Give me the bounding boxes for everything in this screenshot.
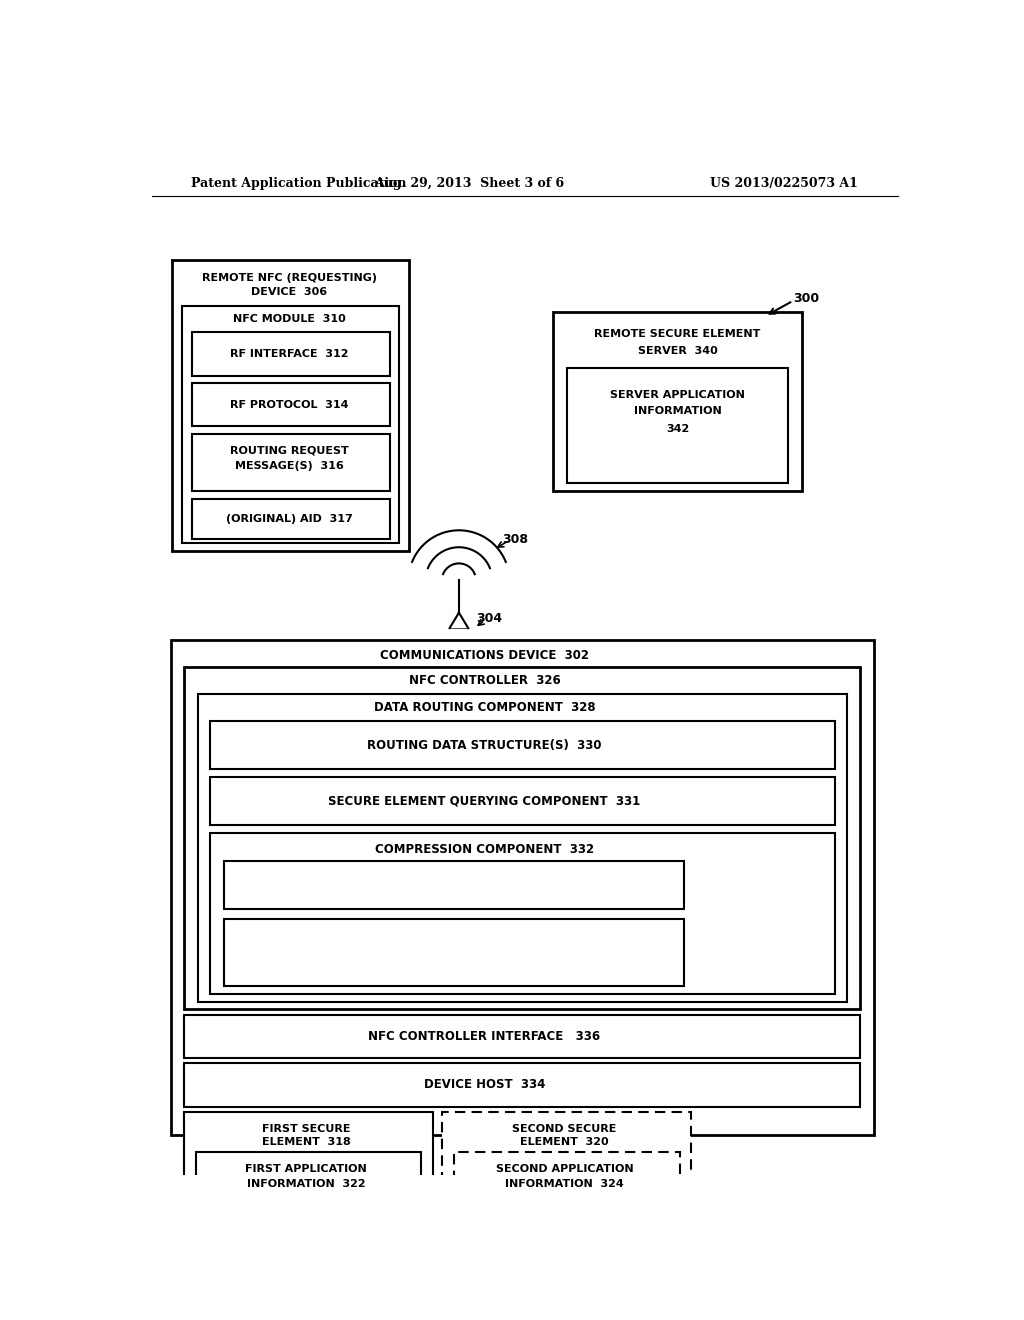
FancyBboxPatch shape (553, 313, 802, 491)
FancyBboxPatch shape (183, 1111, 432, 1204)
Text: ROUTING DATA STRUCTURE(S)  330: ROUTING DATA STRUCTURE(S) 330 (368, 739, 602, 751)
Text: DEVICE  306: DEVICE 306 (251, 288, 328, 297)
FancyBboxPatch shape (198, 693, 847, 1002)
Text: SERVER APPLICATION: SERVER APPLICATION (610, 389, 744, 400)
Text: NFC CONTROLLER  326: NFC CONTROLLER 326 (409, 675, 560, 686)
Text: COMPRESSION COMPONENT  332: COMPRESSION COMPONENT 332 (375, 842, 594, 855)
Text: NFC CONTROLLER INTERFACE   336: NFC CONTROLLER INTERFACE 336 (369, 1030, 600, 1043)
Text: REMOTE NFC (REQUESTING): REMOTE NFC (REQUESTING) (202, 273, 377, 282)
FancyBboxPatch shape (210, 833, 835, 994)
Text: INFORMATION: INFORMATION (634, 407, 721, 416)
Text: COMMUNICATIONS DEVICE  302: COMMUNICATIONS DEVICE 302 (380, 648, 589, 661)
FancyBboxPatch shape (172, 260, 409, 552)
Text: SERVER  340: SERVER 340 (638, 346, 718, 356)
FancyBboxPatch shape (191, 499, 390, 539)
Text: RF PROTOCOL  314: RF PROTOCOL 314 (230, 400, 348, 409)
Text: SECOND APPLICATION: SECOND APPLICATION (496, 1164, 633, 1173)
Text: FIRST SECURE: FIRST SECURE (262, 1123, 350, 1134)
Text: RF INTERFACE  312: RF INTERFACE 312 (230, 348, 348, 359)
FancyBboxPatch shape (191, 434, 390, 491)
FancyBboxPatch shape (210, 776, 835, 825)
Text: MESSAGE(S)  316: MESSAGE(S) 316 (234, 462, 344, 471)
FancyBboxPatch shape (224, 861, 684, 909)
Text: 304: 304 (476, 612, 502, 626)
Text: ELEMENT  320: ELEMENT 320 (520, 1138, 608, 1147)
Text: US 2013/0225073 A1: US 2013/0225073 A1 (711, 177, 858, 190)
Text: DEVICE HOST  334: DEVICE HOST 334 (424, 1078, 545, 1092)
FancyBboxPatch shape (210, 721, 835, 770)
FancyBboxPatch shape (191, 383, 390, 426)
FancyBboxPatch shape (454, 1151, 680, 1199)
Text: ELEMENT  318: ELEMENT 318 (262, 1138, 350, 1147)
Text: SECURE ELEMENT QUERYING COMPONENT  331: SECURE ELEMENT QUERYING COMPONENT 331 (329, 795, 641, 808)
FancyBboxPatch shape (182, 306, 399, 544)
Text: INFORMATION  322: INFORMATION 322 (247, 1179, 366, 1189)
Text: DATA ROUTING COMPONENT  328: DATA ROUTING COMPONENT 328 (374, 701, 595, 714)
FancyBboxPatch shape (224, 919, 684, 986)
Text: COMPRESSED AID  335: COMPRESSED AID 335 (377, 946, 527, 960)
Text: 308: 308 (503, 533, 528, 546)
FancyBboxPatch shape (442, 1111, 690, 1204)
Text: REMOTE SECURE ELEMENT: REMOTE SECURE ELEMENT (594, 329, 761, 339)
Text: 300: 300 (793, 292, 819, 305)
Text: INFORMATION  324: INFORMATION 324 (505, 1179, 624, 1189)
Text: FIRST APPLICATION: FIRST APPLICATION (246, 1164, 368, 1173)
Text: Patent Application Publication: Patent Application Publication (191, 177, 407, 190)
FancyBboxPatch shape (183, 1015, 860, 1057)
Text: HASH FUNCTION  333: HASH FUNCTION 333 (381, 878, 523, 891)
Text: (ORIGINAL) AID  317: (ORIGINAL) AID 317 (226, 513, 352, 524)
Text: 342: 342 (666, 425, 689, 434)
FancyBboxPatch shape (566, 368, 788, 483)
Text: SECOND SECURE: SECOND SECURE (512, 1123, 616, 1134)
FancyBboxPatch shape (197, 1151, 421, 1199)
Text: Aug. 29, 2013  Sheet 3 of 6: Aug. 29, 2013 Sheet 3 of 6 (374, 177, 564, 190)
FancyBboxPatch shape (183, 667, 860, 1010)
Text: NFC MODULE  310: NFC MODULE 310 (232, 314, 345, 323)
Text: ROUTING REQUEST: ROUTING REQUEST (229, 445, 348, 455)
Text: FIG. 3: FIG. 3 (497, 1144, 553, 1160)
FancyBboxPatch shape (191, 333, 390, 376)
FancyBboxPatch shape (171, 640, 873, 1135)
FancyBboxPatch shape (183, 1063, 860, 1107)
